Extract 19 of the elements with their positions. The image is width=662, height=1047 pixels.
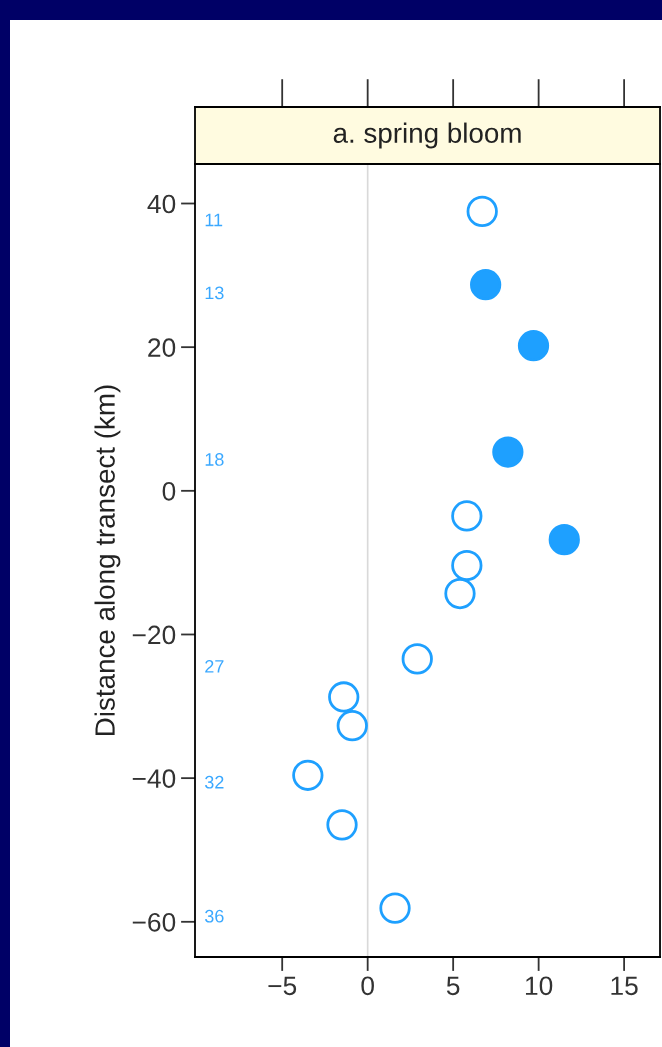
- annotation: 36: [204, 909, 224, 923]
- annotation: 11: [205, 213, 223, 227]
- annotation: 27: [205, 660, 224, 673]
- y-axis-title: Distance along transect (km): [94, 385, 121, 735]
- chart-title: a. spring bloom: [333, 122, 521, 149]
- annotation: 32: [204, 775, 224, 789]
- annotation: 18: [205, 453, 224, 466]
- y-tick-label: −20: [132, 625, 176, 645]
- x-tick-label: −5: [268, 976, 297, 996]
- x-tick-label: 10: [525, 976, 553, 996]
- y-tick-label: 0: [162, 481, 176, 501]
- x-tick-label: 15: [611, 976, 638, 996]
- y-tick-label: 20: [148, 338, 176, 357]
- y-tick-label: 40: [147, 194, 176, 214]
- x-tick-label: 0: [361, 976, 374, 996]
- x-tick-label: 5: [446, 976, 460, 996]
- y-tick-label: −40: [132, 769, 176, 788]
- annotation: 13: [205, 286, 224, 300]
- y-tick-label: −60: [132, 912, 176, 932]
